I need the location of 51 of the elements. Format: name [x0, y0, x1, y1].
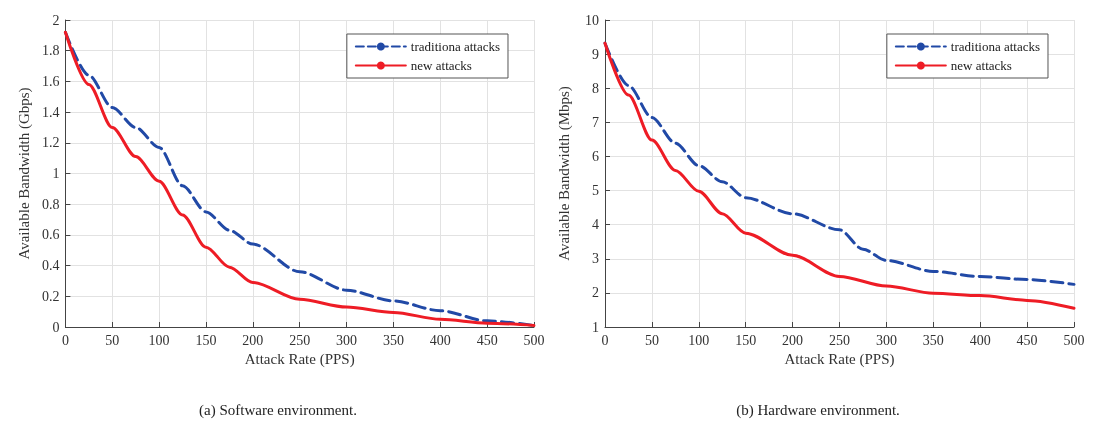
y-tick-label: 0.4	[41, 258, 60, 274]
x-axis-title: Attack Rate (PPS)	[244, 351, 355, 369]
x-tick-label: 150	[195, 332, 217, 348]
x-tick-label: 200	[782, 332, 804, 348]
text: (a) Software environment.	[199, 401, 357, 419]
y-tick-label: 1.2	[41, 135, 60, 151]
x-tick-label: 250	[829, 332, 850, 348]
text: (b) Hardware environment.	[736, 401, 900, 419]
x-tick-label: 50	[644, 332, 659, 348]
legend-label: traditiona attacks	[410, 39, 501, 54]
legend-label: new attacks	[410, 58, 472, 73]
y-tick-label: 0.2	[41, 288, 60, 304]
y-axis-title: Available Bandwidth (Mbps)	[555, 86, 573, 261]
y-tick-label: 7	[592, 114, 599, 130]
legend-label: traditiona attacks	[950, 39, 1041, 54]
y-tick-label: 0.8	[41, 196, 60, 212]
y-tick-label: 5	[592, 183, 599, 199]
x-tick-label: 450	[476, 332, 498, 348]
x-tick-label: 100	[148, 332, 170, 348]
y-tick-label: 1	[52, 166, 60, 181]
y-tick-label: 1.8	[41, 43, 60, 59]
x-tick-label: 350	[382, 332, 404, 348]
y-tick-label: 2	[592, 285, 599, 301]
y-tick-label: 1.4	[41, 104, 60, 120]
x-axis-title: Attack Rate (PPS)	[784, 351, 895, 369]
x-tick-label: 350	[922, 332, 944, 348]
y-tick-label: 0.6	[41, 227, 60, 243]
y-tick-label: 1	[592, 319, 599, 335]
y-tick-label: 3	[592, 251, 599, 267]
x-tick-label: 50	[105, 332, 120, 348]
x-tick-label: 450	[1016, 332, 1038, 348]
y-tick-label: 0	[52, 319, 60, 335]
x-tick-label: 300	[875, 332, 897, 348]
y-tick-label: 8	[592, 80, 599, 96]
x-tick-label: 250	[289, 332, 311, 348]
y-tick-label: 10	[585, 12, 599, 28]
y-tick-label: 6	[592, 148, 599, 164]
legend-label: new attacks	[950, 58, 1012, 73]
x-tick-label: 500	[523, 332, 545, 348]
x-tick-label: 150	[735, 332, 757, 348]
x-tick-label: 400	[969, 332, 991, 348]
y-tick-label: 2	[52, 12, 60, 28]
y-axis-title: Available Bandwidth (Gbps)	[15, 87, 33, 260]
x-tick-label: 100	[688, 332, 710, 348]
x-tick-label: 500	[1063, 332, 1085, 348]
y-tick-label: 1.6	[41, 73, 60, 89]
x-tick-label: 400	[429, 332, 451, 348]
y-tick-label: 9	[592, 46, 599, 62]
y-tick-label: 4	[592, 217, 599, 233]
x-tick-label: 200	[242, 332, 264, 348]
x-tick-label: 300	[336, 332, 358, 348]
